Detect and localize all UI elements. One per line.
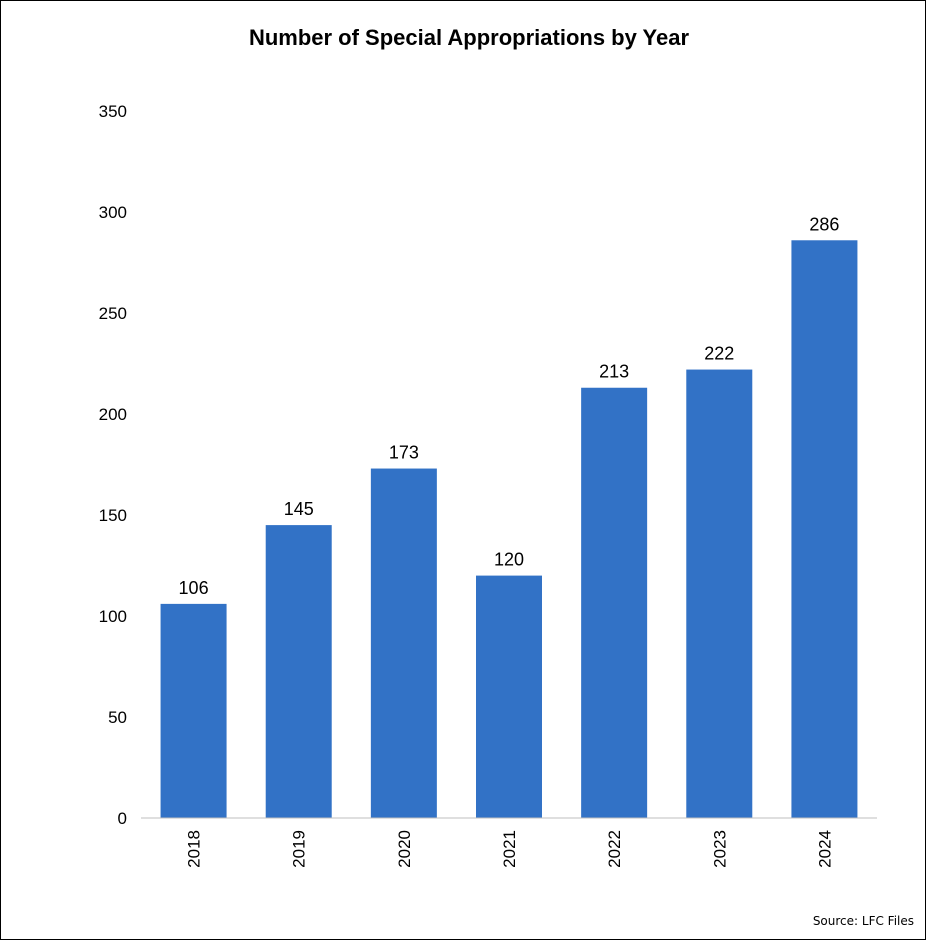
data-label-2023: 222 xyxy=(704,344,734,364)
y-axis: 0 50 100 150 200 250 300 350 xyxy=(99,102,127,828)
data-label-2021: 120 xyxy=(494,550,524,570)
y-tick-label: 0 xyxy=(118,809,127,828)
bars: 106 145 173 120 213 222 286 xyxy=(161,214,858,818)
bar-2018 xyxy=(161,604,227,818)
bar-2020 xyxy=(371,469,437,818)
x-tick-label-2022: 2022 xyxy=(605,830,624,868)
data-label-2022: 213 xyxy=(599,362,629,382)
bar-2024 xyxy=(791,240,857,818)
x-tick-label-2019: 2019 xyxy=(290,830,309,868)
y-tick-label: 300 xyxy=(99,203,127,222)
y-tick-label: 50 xyxy=(108,708,127,727)
source-note: Source: LFC Files xyxy=(813,914,914,928)
x-tick-label-2020: 2020 xyxy=(395,830,414,868)
data-label-2020: 173 xyxy=(389,443,419,463)
y-tick-label: 150 xyxy=(99,506,127,525)
bar-2023 xyxy=(686,370,752,818)
chart-title: Number of Special Appropriations by Year xyxy=(249,25,690,50)
data-label-2024: 286 xyxy=(809,214,839,234)
bar-2022 xyxy=(581,388,647,818)
data-label-2019: 145 xyxy=(284,499,314,519)
y-tick-label: 100 xyxy=(99,607,127,626)
bar-2019 xyxy=(266,525,332,818)
y-tick-label: 350 xyxy=(99,102,127,121)
x-tick-label-2021: 2021 xyxy=(500,830,519,868)
x-tick-label-2024: 2024 xyxy=(815,830,834,868)
x-tick-label-2023: 2023 xyxy=(710,830,729,868)
x-tick-label-2018: 2018 xyxy=(185,830,204,868)
y-tick-label: 200 xyxy=(99,405,127,424)
x-axis: 2018 2019 2020 2021 2022 2023 2024 xyxy=(185,830,835,868)
bar-2021 xyxy=(476,576,542,818)
y-tick-label: 250 xyxy=(99,304,127,323)
data-label-2018: 106 xyxy=(179,578,209,598)
